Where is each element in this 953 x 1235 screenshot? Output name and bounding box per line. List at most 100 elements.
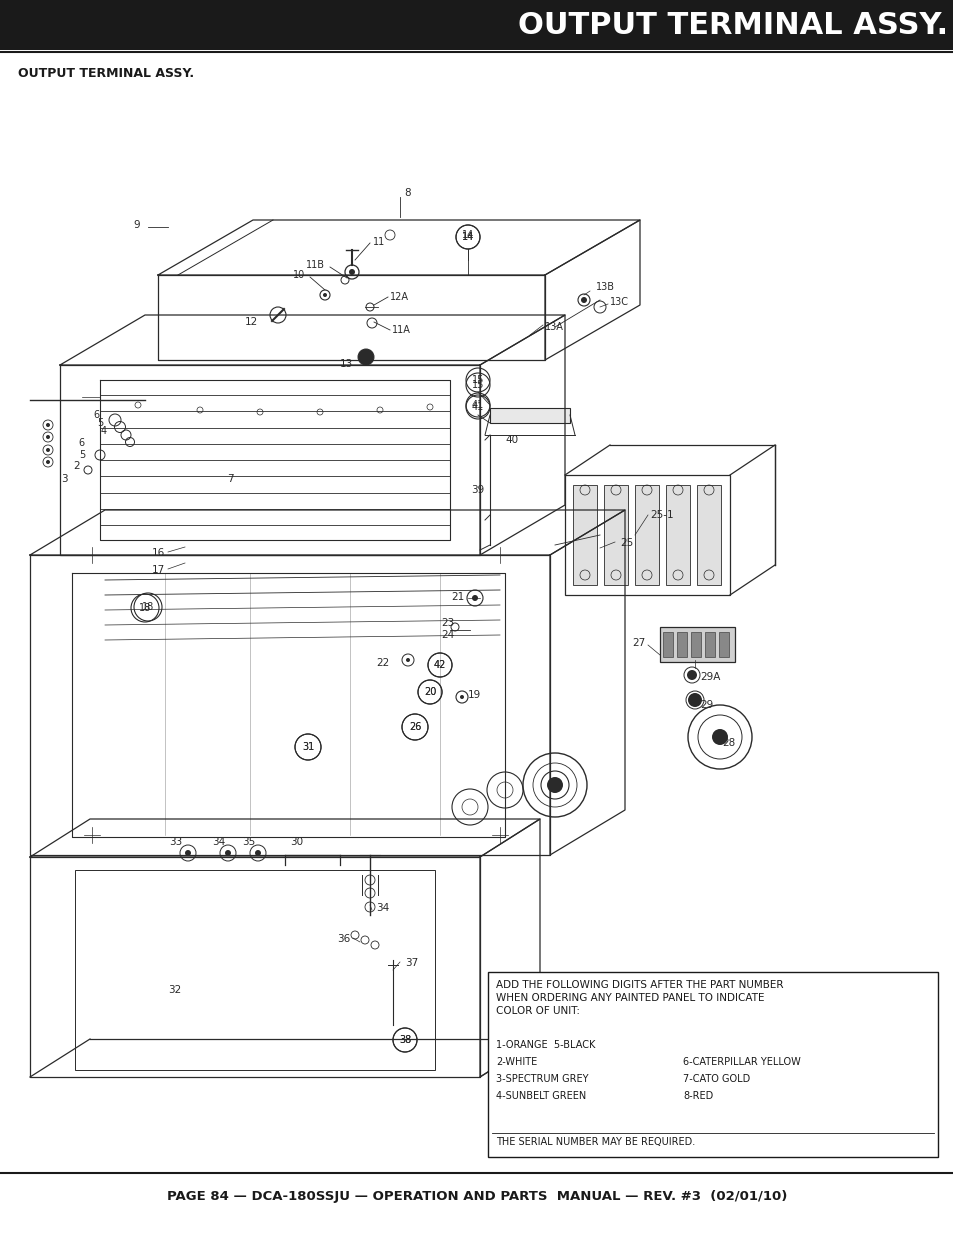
Text: 7: 7 bbox=[227, 474, 233, 484]
Text: 25-1: 25-1 bbox=[649, 510, 673, 520]
Bar bbox=[677, 632, 686, 657]
Text: 13C: 13C bbox=[609, 296, 628, 308]
Text: 12: 12 bbox=[245, 317, 257, 327]
Text: 6-CATERPILLAR YELLOW: 6-CATERPILLAR YELLOW bbox=[682, 1057, 800, 1067]
Text: 31: 31 bbox=[301, 742, 314, 752]
Text: 22: 22 bbox=[376, 658, 390, 668]
Text: 20: 20 bbox=[423, 687, 436, 697]
Circle shape bbox=[711, 729, 727, 745]
Text: PAGE 84 — DCA-180SSJU — OPERATION AND PARTS  MANUAL — REV. #3  (02/01/10): PAGE 84 — DCA-180SSJU — OPERATION AND PA… bbox=[167, 1191, 786, 1203]
Text: 11B: 11B bbox=[306, 261, 325, 270]
Bar bbox=[662, 632, 672, 657]
Circle shape bbox=[686, 671, 697, 680]
Text: 26: 26 bbox=[409, 722, 420, 732]
Text: 14: 14 bbox=[461, 232, 474, 242]
Text: 3-SPECTRUM GREY: 3-SPECTRUM GREY bbox=[496, 1074, 588, 1084]
Text: 8-RED: 8-RED bbox=[682, 1091, 713, 1100]
Text: OUTPUT TERMINAL ASSY.: OUTPUT TERMINAL ASSY. bbox=[18, 67, 193, 80]
Text: 30: 30 bbox=[290, 837, 303, 847]
Text: 11: 11 bbox=[373, 237, 385, 247]
Text: 6: 6 bbox=[79, 438, 85, 448]
Bar bbox=[704, 632, 714, 657]
Text: 3: 3 bbox=[61, 474, 68, 484]
Text: 34: 34 bbox=[212, 837, 225, 847]
Text: 18: 18 bbox=[139, 603, 151, 613]
Circle shape bbox=[349, 269, 355, 275]
Text: 20: 20 bbox=[423, 687, 436, 697]
Text: 25: 25 bbox=[619, 538, 633, 548]
Text: 38: 38 bbox=[398, 1035, 411, 1045]
Bar bbox=[490, 408, 569, 424]
Circle shape bbox=[546, 777, 562, 793]
Text: 24: 24 bbox=[441, 630, 455, 640]
Text: 38: 38 bbox=[398, 1035, 411, 1045]
Text: 13A: 13A bbox=[544, 322, 563, 332]
Bar bbox=[0, 0, 953, 49]
Text: 2: 2 bbox=[73, 461, 80, 471]
Text: 34: 34 bbox=[375, 903, 389, 913]
Text: 1-ORANGE  5-BLACK: 1-ORANGE 5-BLACK bbox=[496, 1040, 595, 1050]
Text: 8: 8 bbox=[403, 188, 410, 198]
Text: 29: 29 bbox=[548, 781, 560, 790]
Text: 9: 9 bbox=[133, 220, 140, 230]
Bar bbox=[665, 485, 689, 585]
Text: 13: 13 bbox=[339, 359, 353, 369]
Text: 36: 36 bbox=[336, 934, 350, 944]
Text: 29A: 29A bbox=[700, 672, 720, 682]
Text: 16: 16 bbox=[152, 548, 165, 558]
Text: THE SERIAL NUMBER MAY BE REQUIRED.: THE SERIAL NUMBER MAY BE REQUIRED. bbox=[496, 1137, 695, 1147]
Text: 14: 14 bbox=[461, 232, 474, 242]
Circle shape bbox=[46, 424, 50, 427]
Circle shape bbox=[185, 850, 191, 856]
Text: 42: 42 bbox=[434, 659, 446, 671]
Bar bbox=[488, 972, 937, 1157]
Text: 6: 6 bbox=[93, 410, 100, 420]
Text: 41: 41 bbox=[472, 403, 483, 412]
Text: 15: 15 bbox=[472, 375, 484, 385]
Circle shape bbox=[225, 850, 231, 856]
Text: 35: 35 bbox=[241, 837, 254, 847]
Text: 14: 14 bbox=[461, 230, 474, 240]
Text: 28: 28 bbox=[721, 739, 735, 748]
Text: 23: 23 bbox=[441, 618, 455, 629]
Text: OUTPUT TERMINAL ASSY.: OUTPUT TERMINAL ASSY. bbox=[517, 11, 947, 40]
Bar bbox=[564, 475, 729, 595]
Text: 4-SUNBELT GREEN: 4-SUNBELT GREEN bbox=[496, 1091, 586, 1100]
Bar bbox=[719, 632, 728, 657]
Bar bbox=[635, 485, 659, 585]
Text: 27: 27 bbox=[632, 638, 645, 648]
Text: 4: 4 bbox=[101, 426, 107, 436]
Text: 39: 39 bbox=[470, 485, 483, 495]
Circle shape bbox=[46, 435, 50, 438]
Text: 41: 41 bbox=[472, 400, 483, 410]
Circle shape bbox=[46, 448, 50, 452]
Text: 7-CATO GOLD: 7-CATO GOLD bbox=[682, 1074, 749, 1084]
Text: 10: 10 bbox=[293, 270, 305, 280]
Text: 11A: 11A bbox=[392, 325, 411, 335]
Text: 18: 18 bbox=[142, 601, 154, 613]
Circle shape bbox=[357, 350, 374, 366]
Text: 26: 26 bbox=[409, 722, 420, 732]
Bar bbox=[690, 632, 700, 657]
Text: 33: 33 bbox=[169, 837, 182, 847]
Text: 2-WHITE: 2-WHITE bbox=[496, 1057, 537, 1067]
Circle shape bbox=[323, 293, 327, 296]
Circle shape bbox=[406, 658, 410, 662]
Bar bbox=[603, 485, 627, 585]
Text: 12A: 12A bbox=[390, 291, 409, 303]
Text: 31: 31 bbox=[301, 742, 314, 752]
Bar bbox=[573, 485, 597, 585]
Circle shape bbox=[687, 693, 701, 706]
Text: 42: 42 bbox=[434, 659, 446, 671]
Text: 32: 32 bbox=[168, 986, 181, 995]
Circle shape bbox=[46, 459, 50, 464]
Text: 13B: 13B bbox=[596, 282, 615, 291]
Circle shape bbox=[472, 595, 477, 601]
Text: 37: 37 bbox=[405, 958, 417, 968]
Text: 29: 29 bbox=[700, 700, 713, 710]
Text: 21: 21 bbox=[452, 592, 464, 601]
Bar bbox=[659, 627, 734, 662]
Text: 17: 17 bbox=[152, 564, 165, 576]
Text: 5: 5 bbox=[79, 450, 85, 459]
Circle shape bbox=[459, 695, 463, 699]
